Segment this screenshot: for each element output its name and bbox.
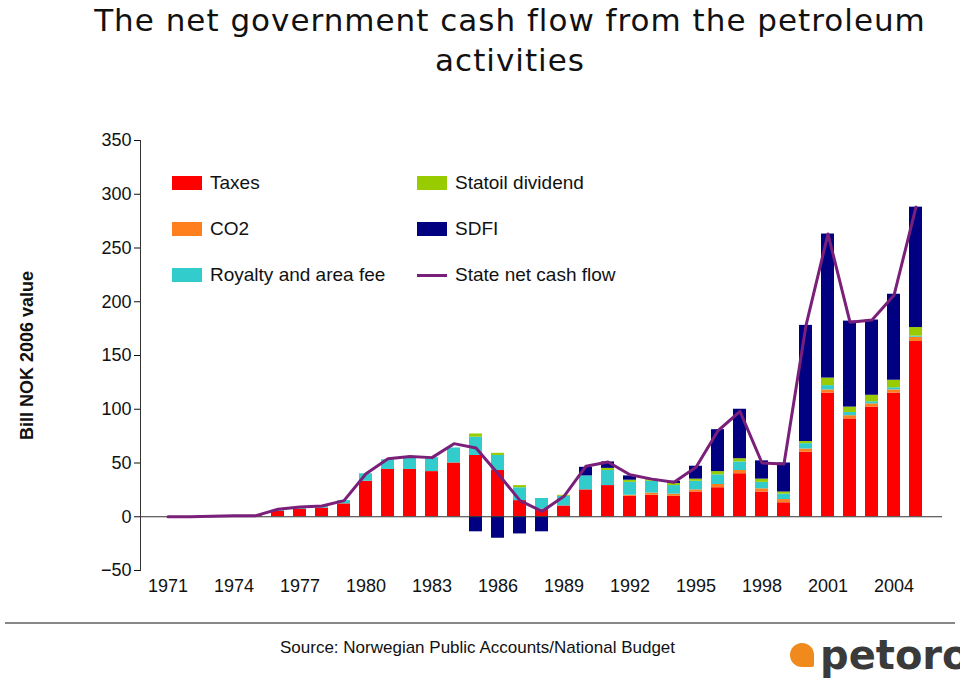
svg-text:1974: 1974 [214,576,254,596]
html-text:State net cash flow: State net cash flow [455,264,616,285]
svg-text:1977: 1977 [280,576,320,596]
svg-text:Bill NOK 2006 value: Bill NOK 2006 value [17,271,37,440]
svg-text:1971: 1971 [148,576,188,596]
svg-text:1989: 1989 [544,576,584,596]
svg-text:1983: 1983 [412,576,452,596]
html-text:CO2: CO2 [210,218,250,239]
svg-text:50: 50 [111,453,131,473]
svg-text:250: 250 [101,238,131,258]
svg-text:100: 100 [101,399,131,419]
html-text:Royalty and area fee: Royalty and area fee [210,264,386,285]
svg-text:350: 350 [101,130,131,150]
svg-text:0: 0 [121,507,131,527]
svg-text:300: 300 [101,184,131,204]
svg-text:150: 150 [101,345,131,365]
svg-text:1998: 1998 [742,576,782,596]
svg-text:1995: 1995 [676,576,716,596]
html-text:Taxes: Taxes [210,172,260,193]
html-text:SDFI: SDFI [455,218,499,239]
html-text:Source: Norwegian Public Accou: Source: Norwegian Public Accounts/Nation… [280,638,675,657]
svg-text:−50: −50 [101,560,132,580]
svg-text:2001: 2001 [808,576,848,596]
svg-text:1980: 1980 [346,576,386,596]
html-text:Statoil dividend: Statoil dividend [455,172,584,193]
svg-text:2004: 2004 [874,576,914,596]
html-text:The net government cash flow f: The net government cash flow from the pe… [94,2,926,78]
svg-text:1986: 1986 [478,576,518,596]
svg-text:200: 200 [101,292,131,312]
svg-text:1992: 1992 [610,576,650,596]
